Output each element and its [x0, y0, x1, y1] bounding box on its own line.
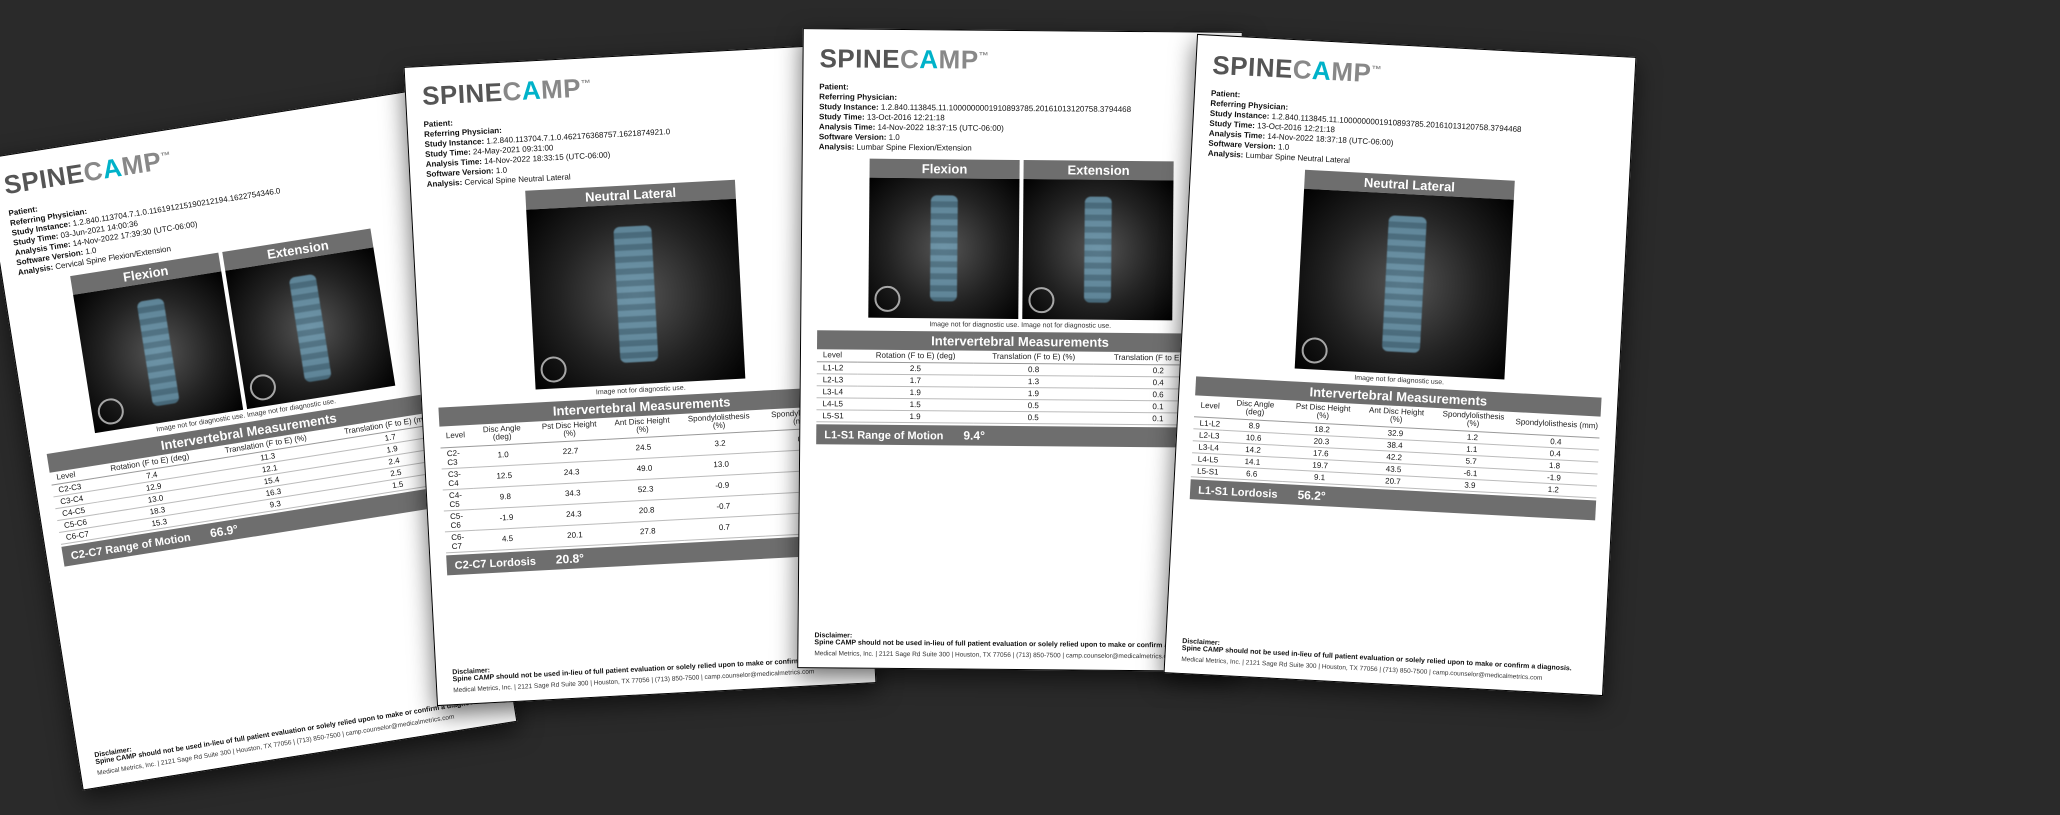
table-cell: 1.9 [857, 386, 973, 399]
xray-caption: Extension [1023, 160, 1173, 180]
table-column-header: Level [1194, 395, 1224, 418]
table-column-header: Level [817, 349, 858, 362]
table-cell: L5-S1 [1191, 465, 1221, 479]
table-cell: 0.5 [973, 411, 1093, 424]
xray-image [1022, 179, 1173, 320]
table-cell: 2.5 [857, 362, 973, 375]
table-column-header: Rotation (F to E) (deg) [858, 350, 974, 364]
measurements-table: LevelDisc Angle (deg)Pst Disc Height (%)… [439, 405, 851, 553]
table-cell: C2-C3 [441, 446, 473, 469]
xray-image-box: Neutral Lateral [525, 180, 745, 390]
summary-value: 66.9° [209, 522, 239, 540]
xray-image-row: FlexionExtension [817, 158, 1224, 321]
xray-image-box: Neutral Lateral [1295, 170, 1515, 380]
table-cell: 27.8 [611, 519, 685, 544]
summary-label: C2-C7 Lordosis [454, 555, 536, 571]
xray-image [868, 178, 1019, 319]
table-cell: 0.8 [973, 363, 1093, 376]
study-metadata: Patient: Referring Physician: Study Inst… [423, 99, 832, 190]
table-cell: L3-L4 [817, 386, 858, 398]
footer-contact: Medical Metrics, Inc. | 2121 Sage Rd Sui… [814, 650, 1220, 661]
table-cell: 0.5 [973, 399, 1093, 412]
table-cell: C4-C5 [443, 488, 475, 511]
diagnostic-disclaimer: Image not for diagnostic use. Image not … [817, 320, 1223, 331]
table-cell: 20.7 [1356, 473, 1430, 489]
table-column-header: Translation (F to E) (%) [973, 351, 1093, 365]
table-cell: 9.1 [1283, 469, 1357, 485]
summary-value: 20.8° [555, 551, 584, 566]
table-cell: 0.7 [684, 515, 765, 540]
brand-logo: SPINECAMP™ [819, 43, 1225, 78]
table-cell: L2-L3 [817, 374, 858, 386]
table-cell: 1.5 [857, 398, 973, 411]
table-cell: C6-C7 [445, 530, 477, 553]
xray-image [526, 199, 745, 390]
xray-image-box: Extension [222, 229, 395, 410]
table-cell: 4.5 [476, 527, 539, 551]
table-cell: 1.3 [973, 375, 1093, 388]
table-cell: L1-L2 [817, 362, 858, 374]
table-cell: 1.7 [857, 374, 973, 387]
report-fan-stage: { "brand": {"pre":"SPINE","mid":"C","a":… [0, 0, 2060, 815]
xray-image-row: Neutral Lateral [1197, 165, 1613, 385]
meta-line: Analysis: Lumbar Spine Flexion/Extension [819, 142, 1225, 156]
table-cell: C5-C6 [444, 509, 476, 532]
disclaimer-block: Disclaimer:Spine CAMP should not be used… [814, 632, 1220, 650]
table-cell: L5-S1 [816, 410, 857, 422]
table-cell: 20.1 [538, 523, 612, 548]
table-row: L5-S11.90.50.1 [816, 410, 1222, 426]
summary-value: 9.4° [963, 429, 985, 443]
study-metadata: Patient: Referring Physician: Study Inst… [1208, 89, 1617, 180]
table-cell: 6.6 [1220, 466, 1283, 481]
table-cell: L4-L5 [816, 398, 857, 410]
table-cell: 1.9 [857, 410, 973, 423]
report-sheet: SPINECAMP™Patient: Referring Physician: … [1164, 34, 1637, 696]
measurements-table: LevelRotation (F to E) (deg)Translation … [816, 349, 1223, 426]
table-column-header: Level [439, 425, 471, 448]
xray-image-row: Neutral Lateral [427, 175, 843, 395]
xray-image [225, 247, 395, 409]
summary-label: L1-S1 Lordosis [1198, 484, 1278, 500]
xray-image [1295, 189, 1514, 380]
summary-value: 56.2° [1297, 488, 1326, 503]
xray-image-box: Extension [1022, 160, 1173, 320]
table-cell: C3-C4 [442, 467, 474, 490]
xray-image-box: Flexion [70, 253, 243, 434]
summary-label: L1-S1 Range of Motion [824, 430, 943, 443]
study-metadata: Patient: Referring Physician: Study Inst… [819, 82, 1226, 156]
xray-image [73, 271, 243, 433]
table-cell: 1.9 [973, 387, 1093, 400]
xray-caption: Flexion [869, 159, 1019, 179]
xray-image-box: Flexion [868, 159, 1019, 319]
